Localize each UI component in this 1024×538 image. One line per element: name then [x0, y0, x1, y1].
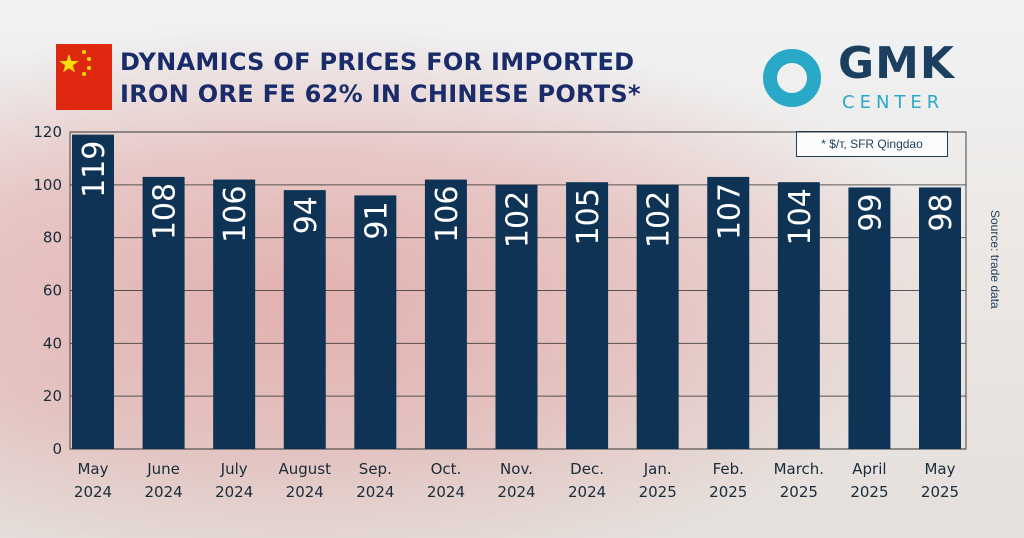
title-line-2: IRON ORE FE 62% IN CHINESE PORTS*: [120, 80, 641, 108]
bar: [142, 176, 185, 450]
bar: [636, 184, 679, 450]
bar: [848, 187, 891, 449]
bar: [495, 184, 538, 450]
bar: [72, 134, 114, 449]
bar-value-label: 106: [218, 186, 253, 243]
x-tick-label-year: 2024: [74, 483, 112, 501]
x-tick-label-year: 2024: [427, 483, 465, 501]
bar-value-label: 104: [783, 188, 818, 245]
x-axis: May 2024 June 2024 July 2024 August 2024 Sep. 202…: [74, 460, 959, 501]
y-tick-label: 120: [33, 123, 62, 141]
title-line-1: DYNAMICS OF PRICES FOR IMPORTED: [120, 48, 635, 76]
x-tick-label-year: 2025: [921, 483, 959, 501]
chart-title: DYNAMICS OF PRICES FOR IMPORTED IRON ORE…: [120, 46, 680, 110]
bar-value-label: 119: [77, 141, 112, 198]
logo-ring-icon: [763, 49, 821, 107]
y-tick-label: 40: [43, 334, 62, 352]
bar: [354, 195, 397, 449]
bar-value-label: 98: [924, 193, 959, 231]
x-tick-label-year: 2025: [709, 483, 747, 501]
x-tick-label: Oct.: [431, 460, 462, 478]
bar-value-label: 108: [148, 183, 183, 240]
bar-value-label: 102: [642, 191, 677, 248]
x-tick-label-year: 2024: [497, 483, 535, 501]
bar: [283, 190, 326, 449]
bar: [919, 187, 961, 449]
bar: [707, 176, 750, 450]
unit-note: * $/т, SFR Qingdao: [796, 131, 948, 157]
x-tick-label: Dec.: [570, 460, 604, 478]
x-tick-label: May: [924, 460, 955, 478]
x-tick-label-year: 2025: [780, 483, 818, 501]
x-tick-label: Sep.: [359, 460, 392, 478]
bar: [566, 182, 609, 450]
y-tick-label: 80: [43, 229, 62, 247]
x-tick-label-year: 2024: [215, 483, 253, 501]
bar-value-label: 106: [430, 186, 465, 243]
x-tick-label: August: [279, 460, 332, 478]
x-tick-label: May: [77, 460, 108, 478]
bar: [424, 179, 467, 450]
bar-value-label: 91: [359, 201, 394, 239]
bar-value-label: 99: [853, 193, 888, 231]
y-tick-label: 20: [43, 387, 62, 405]
gmk-center-logo: GMK CENTER: [762, 38, 972, 116]
bar: [777, 182, 820, 450]
china-flag-icon: [56, 44, 112, 110]
y-axis: 0 20 40 60 80 100 120: [33, 123, 62, 458]
x-tick-label: April: [852, 460, 886, 478]
y-tick-label: 0: [52, 440, 62, 458]
y-tick-label: 60: [43, 282, 62, 300]
y-tick-label: 100: [33, 176, 62, 194]
x-tick-label: Feb.: [713, 460, 744, 478]
bars: 119 108 106 94 91 106 102 105 102 107 104 99 98: [72, 134, 961, 450]
bar-value-label: 94: [289, 196, 324, 234]
bar-value-label: 102: [501, 191, 536, 248]
bar-value-label: 105: [571, 188, 606, 245]
logo-text: GMK: [838, 38, 955, 89]
bar: [213, 179, 256, 450]
logo-subtext: CENTER: [842, 92, 945, 113]
x-tick-label: Jan.: [643, 460, 672, 478]
x-tick-label-year: 2024: [286, 483, 324, 501]
source-label: Source: trade data: [988, 210, 1002, 309]
x-tick-label: Nov.: [500, 460, 533, 478]
bar-value-label: 107: [712, 183, 747, 240]
x-tick-label: March.: [774, 460, 825, 478]
x-tick-label-year: 2025: [850, 483, 888, 501]
x-tick-label-year: 2025: [639, 483, 677, 501]
x-tick-label: June: [146, 460, 180, 478]
x-tick-label-year: 2024: [568, 483, 606, 501]
x-tick-label-year: 2024: [144, 483, 182, 501]
x-tick-label: July: [220, 460, 248, 478]
x-tick-label-year: 2024: [356, 483, 394, 501]
